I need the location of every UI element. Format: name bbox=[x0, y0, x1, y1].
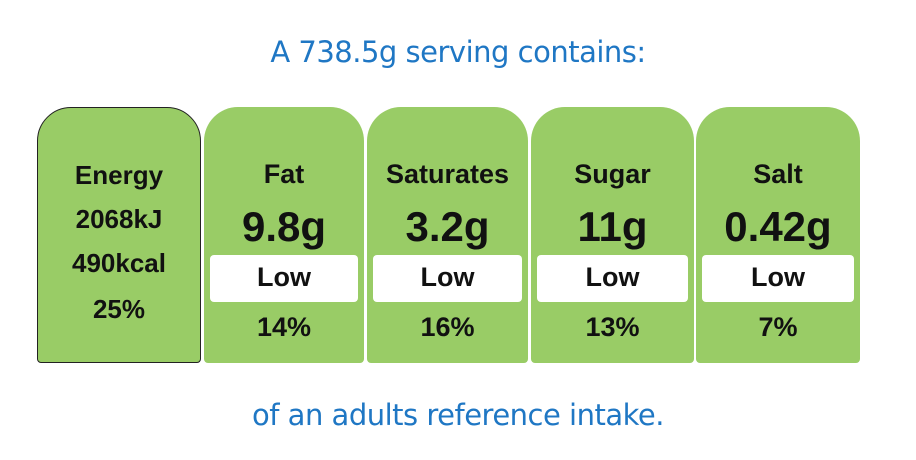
energy-percent: 25% bbox=[92, 294, 146, 324]
fat-percent: 14% bbox=[256, 312, 312, 342]
sugar-level: Low bbox=[585, 262, 640, 292]
salt-amount: 0.42g bbox=[724, 203, 832, 250]
fat-level-box: Low bbox=[210, 255, 358, 302]
sugar-label: Sugar bbox=[574, 159, 651, 189]
fat-panel: Fat 9.8g Low 14% bbox=[204, 107, 364, 363]
energy-panel: Energy 2068kJ 490kcal 25% bbox=[37, 107, 201, 363]
serving-heading: A 738.5g serving contains: bbox=[270, 35, 646, 69]
saturates-level: Low bbox=[420, 262, 475, 292]
fat-amount: 9.8g bbox=[241, 203, 327, 250]
sugar-percent: 13% bbox=[585, 312, 640, 342]
saturates-label: Saturates bbox=[385, 159, 510, 189]
saturates-percent: 16% bbox=[420, 312, 475, 342]
fat-level: Low bbox=[257, 262, 311, 292]
salt-percent: 7% bbox=[758, 312, 798, 342]
energy-label: Energy bbox=[74, 160, 164, 190]
salt-panel: Salt 0.42g Low 7% bbox=[696, 107, 860, 363]
sugar-panel: Sugar 11g Low 13% bbox=[531, 107, 694, 363]
saturates-level-box: Low bbox=[373, 255, 522, 302]
sugar-level-box: Low bbox=[537, 255, 688, 302]
salt-level: Low bbox=[751, 262, 805, 292]
reference-intake-footnote: of an adults reference intake. bbox=[252, 398, 664, 432]
energy-kj: 2068kJ bbox=[75, 204, 163, 234]
energy-kcal: 490kcal bbox=[72, 248, 166, 278]
salt-label: Salt bbox=[753, 159, 803, 189]
saturates-amount: 3.2g bbox=[405, 203, 490, 250]
saturates-panel: Saturates 3.2g Low 16% bbox=[367, 107, 528, 363]
salt-level-box: Low bbox=[702, 255, 854, 302]
fat-label: Fat bbox=[263, 159, 305, 189]
sugar-amount: 11g bbox=[577, 203, 648, 250]
